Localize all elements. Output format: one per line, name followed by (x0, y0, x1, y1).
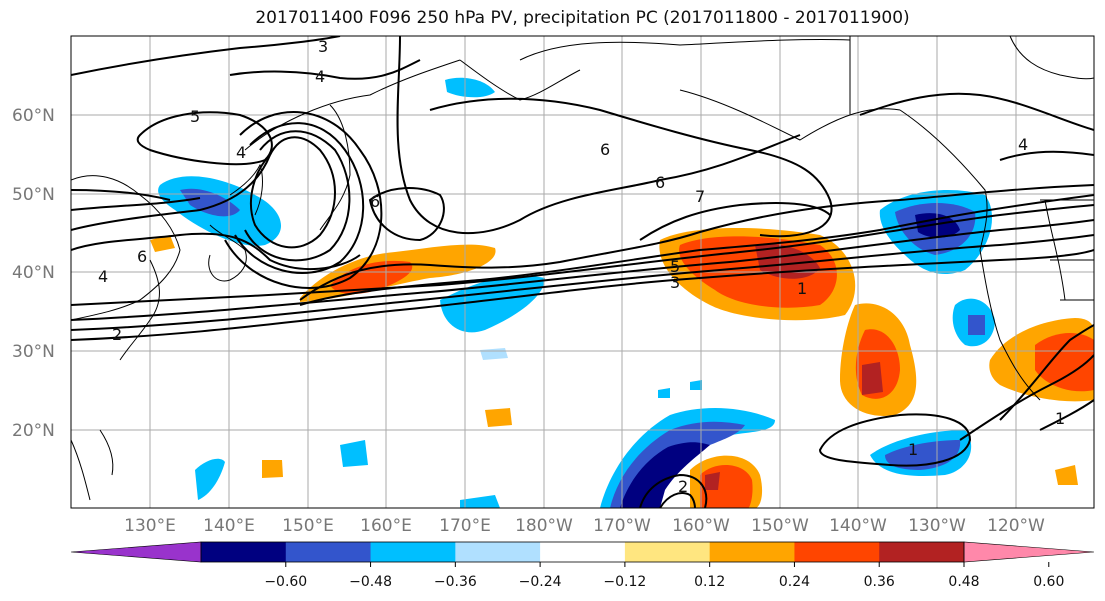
colorbar-swatch (370, 542, 456, 562)
colorbar-tick-label: −0.24 (519, 574, 562, 590)
colorbar-extend-low (70, 541, 202, 563)
contour-label: 7 (695, 187, 705, 206)
colorbar-outline (200, 541, 965, 563)
colorbar-tick-label: −0.60 (264, 574, 307, 590)
lon-label: 170°W (593, 516, 651, 536)
colorbar-swatch (540, 542, 626, 562)
lon-label: 140°E (203, 516, 255, 536)
map-title: 2017011400 F096 250 hPa PV, precipitatio… (255, 8, 910, 28)
contour-label: 1 (908, 440, 918, 459)
lon-label: 150°E (282, 516, 334, 536)
lon-label: 120°W (987, 516, 1045, 536)
colorbar-tick-label: 0.36 (864, 574, 895, 590)
colorbar-swatch (794, 542, 880, 562)
colorbar-tick-label: 0.24 (779, 574, 810, 590)
colorbar-swatch (285, 542, 372, 562)
colorbar-ticks: −0.60 −0.48 −0.36 −0.24 −0.12 0.12 0.24 0.36 0.4… (264, 562, 1064, 590)
lat-label: 40°N (12, 263, 55, 283)
colorbar-tick-label: −0.36 (434, 574, 477, 590)
colorbar-swatch (709, 542, 795, 562)
colorbar-swatch (879, 542, 965, 562)
lon-label: 130°W (908, 516, 966, 536)
lon-label: 140°W (829, 516, 887, 536)
lat-label: 20°N (12, 421, 55, 441)
contour-label: 1 (1055, 409, 1065, 428)
latitude-labels: 60°N 50°N 40°N 30°N 20°N (12, 106, 55, 441)
lat-label: 50°N (12, 185, 55, 205)
colorbar-swatch (201, 542, 287, 562)
lon-label: 160°E (360, 516, 412, 536)
colorbar-tick-label: −0.12 (603, 574, 646, 590)
contour-label: 4 (1018, 135, 1028, 154)
coastlines (71, 36, 1094, 501)
contour-labels: 3 4 5 4 6 6 6 7 4 5 3 1 1 1 2 2 6 4 (98, 37, 1065, 496)
colorbar-tick-label: −0.48 (349, 574, 392, 590)
colorbar-tick-label: 0.48 (948, 574, 979, 590)
contour-label: 6 (655, 173, 665, 192)
contour-label: 4 (315, 67, 325, 86)
contour-label: 2 (112, 325, 122, 344)
contour-label: 2 (678, 477, 688, 496)
contour-label: 4 (98, 267, 108, 286)
colorbar-swatches (70, 541, 1095, 563)
colorbar-tick-label: 0.60 (1033, 574, 1064, 590)
map-frame (70, 35, 1095, 509)
lon-label: 160°W (672, 516, 730, 536)
lat-label: 60°N (12, 106, 55, 126)
lat-label: 30°N (12, 342, 55, 362)
lon-label: 180°W (515, 516, 573, 536)
colorbar-tick-label: 0.12 (694, 574, 725, 590)
contour-label: 5 (670, 257, 680, 276)
colorbar-extend-high (963, 541, 1095, 563)
contour-label: 1 (797, 279, 807, 298)
lon-label: 130°E (124, 516, 176, 536)
contour-label: 3 (318, 37, 328, 56)
contour-label: 5 (190, 107, 200, 126)
contour-label: 6 (370, 192, 380, 211)
colorbar-swatch (624, 542, 711, 562)
lon-label: 150°W (751, 516, 809, 536)
contour-label: 6 (600, 140, 610, 159)
longitude-labels: 130°E 140°E 150°E 160°E 170°E 180°W 170°… (124, 516, 1045, 536)
contour-label: 4 (236, 143, 246, 162)
pv-contours (71, 36, 1094, 508)
contour-label: 3 (670, 273, 680, 292)
lon-label: 170°E (439, 516, 491, 536)
colorbar-swatch (455, 542, 541, 562)
contour-label: 6 (137, 247, 147, 266)
